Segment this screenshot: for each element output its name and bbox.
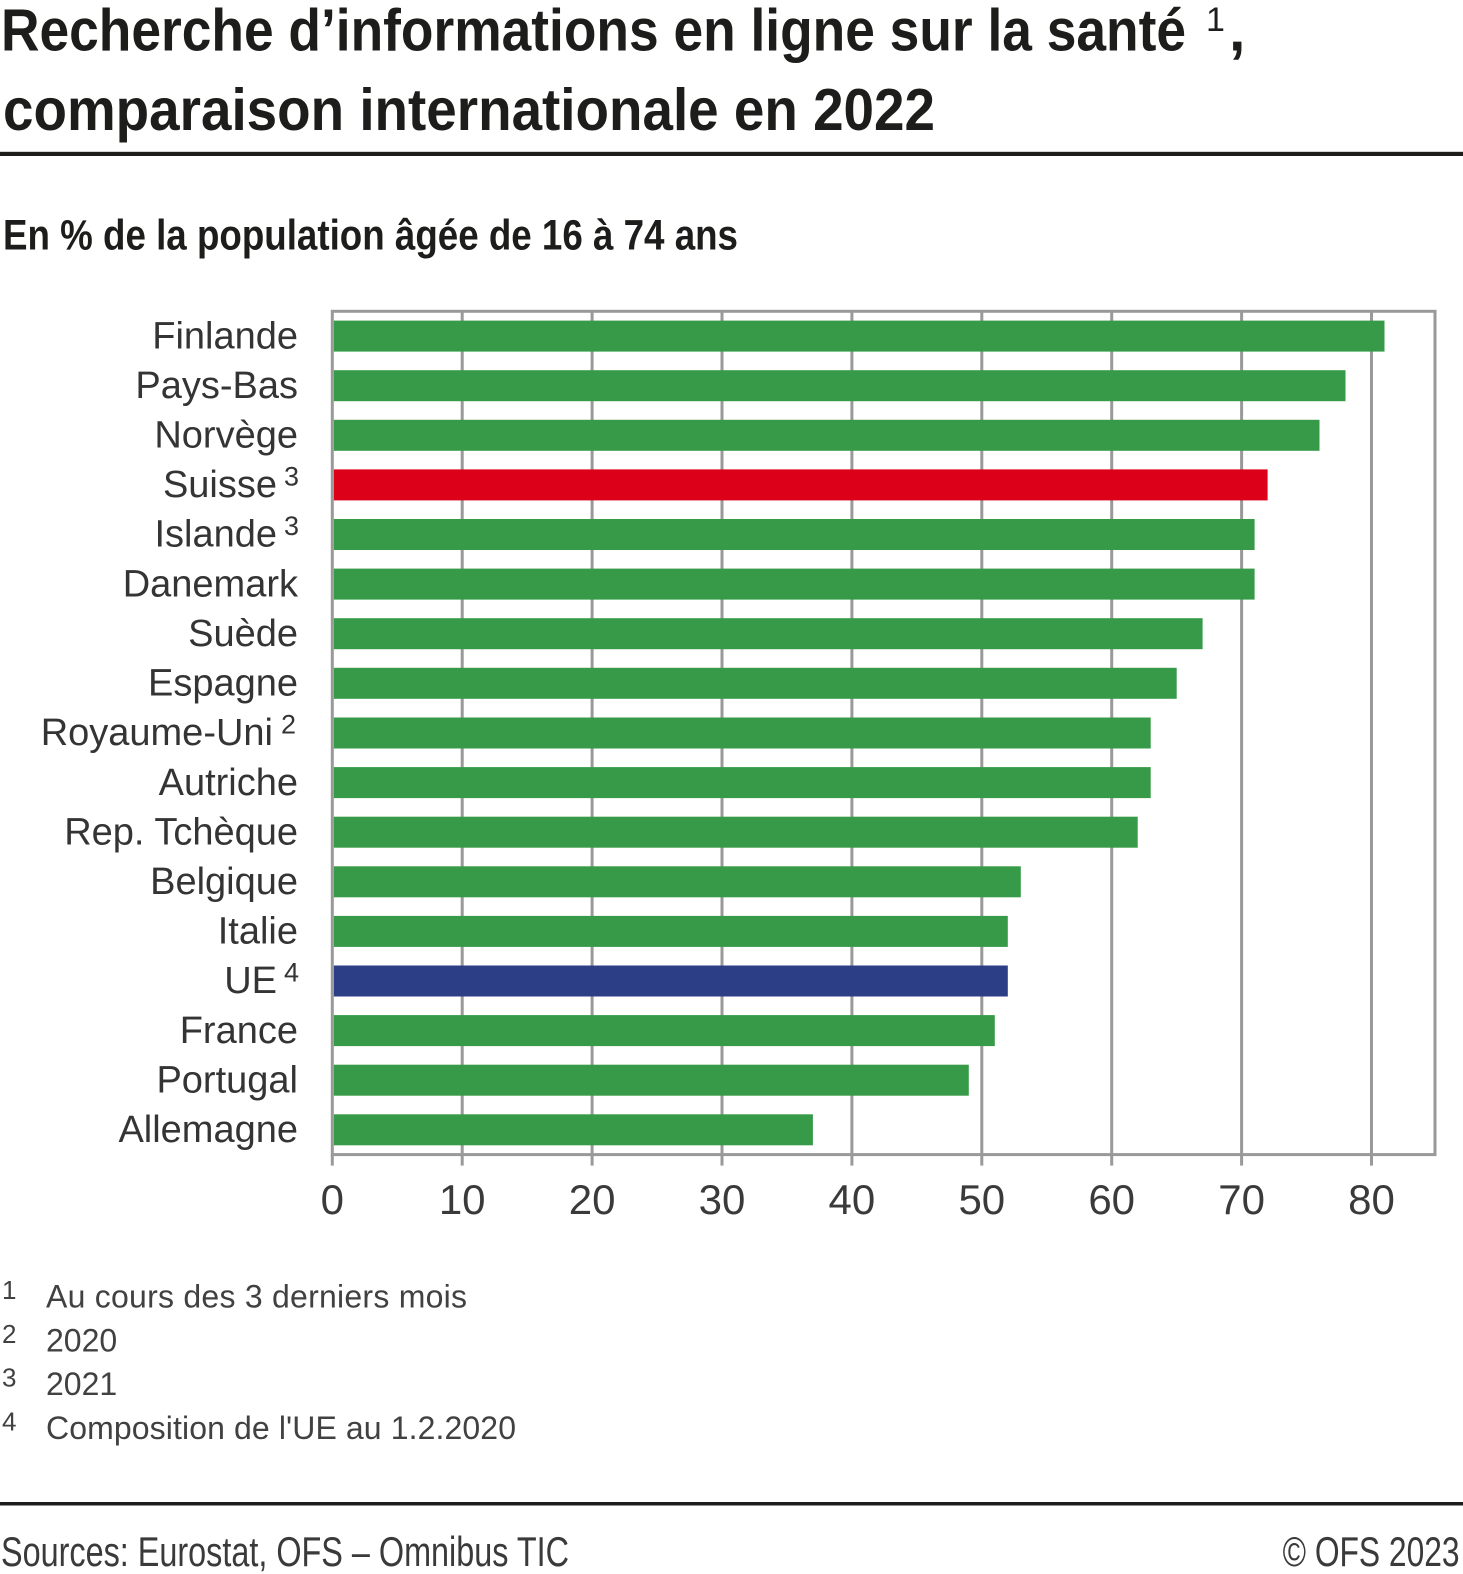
svg-text:30: 30	[699, 1176, 746, 1223]
svg-text:2: 2	[281, 710, 296, 740]
svg-text:Danemark: Danemark	[123, 563, 299, 605]
svg-text:Sources: Eurostat, OFS – Omnib: Sources: Eurostat, OFS – Omnibus TIC	[1, 1528, 569, 1574]
svg-text:1: 1	[1206, 1, 1225, 39]
svg-text:50: 50	[958, 1176, 1005, 1223]
svg-text:80: 80	[1348, 1176, 1395, 1223]
svg-text:10: 10	[439, 1176, 486, 1223]
svg-text:Royaume-Uni: Royaume-Uni	[41, 712, 273, 754]
svg-text:4: 4	[284, 958, 299, 988]
svg-text:Allemagne: Allemagne	[118, 1109, 298, 1151]
svg-text:Recherche d’informations en li: Recherche d’informations en ligne sur la…	[1, 0, 1186, 64]
svg-text:Au cours des 3 derniers mois: Au cours des 3 derniers mois	[46, 1279, 467, 1315]
svg-text:2: 2	[2, 1319, 16, 1349]
svg-text:Pays-Bas: Pays-Bas	[135, 365, 298, 407]
svg-text:Belgique: Belgique	[150, 861, 298, 903]
svg-text:UE: UE	[224, 960, 277, 1002]
svg-text:Italie: Italie	[218, 911, 298, 953]
svg-text:0: 0	[321, 1176, 344, 1223]
svg-text:3: 3	[2, 1363, 16, 1393]
svg-text:En % de la population âgée de: En % de la population âgée de 16 à 74 an…	[3, 212, 738, 260]
svg-text:20: 20	[569, 1176, 616, 1223]
svg-text:2020: 2020	[46, 1322, 117, 1358]
svg-text:© OFS 2023: © OFS 2023	[1283, 1528, 1460, 1574]
svg-text:Suède: Suède	[188, 613, 298, 655]
svg-text:4: 4	[2, 1407, 16, 1437]
svg-text:40: 40	[829, 1176, 876, 1223]
svg-text:Espagne: Espagne	[148, 663, 298, 705]
svg-text:1: 1	[2, 1275, 16, 1305]
svg-text:2021: 2021	[46, 1366, 117, 1402]
svg-text:Rep. Tchèque: Rep. Tchèque	[64, 811, 298, 853]
svg-text:3: 3	[284, 462, 299, 492]
svg-text:70: 70	[1218, 1176, 1265, 1223]
svg-text:Autriche: Autriche	[159, 762, 298, 804]
svg-text:3: 3	[284, 511, 299, 541]
svg-text:Composition de l'UE au 1.2.202: Composition de l'UE au 1.2.2020	[46, 1410, 516, 1446]
svg-text:comparaison internationale en: comparaison internationale en 2022	[3, 77, 935, 143]
svg-text:Islande: Islande	[154, 514, 277, 556]
svg-text:France: France	[180, 1010, 298, 1052]
svg-text:Suisse: Suisse	[163, 464, 277, 506]
svg-text:Portugal: Portugal	[156, 1059, 298, 1101]
svg-text:,: ,	[1229, 0, 1245, 64]
svg-text:60: 60	[1088, 1176, 1135, 1223]
svg-text:Finlande: Finlande	[152, 315, 298, 357]
svg-text:Norvège: Norvège	[154, 415, 298, 457]
